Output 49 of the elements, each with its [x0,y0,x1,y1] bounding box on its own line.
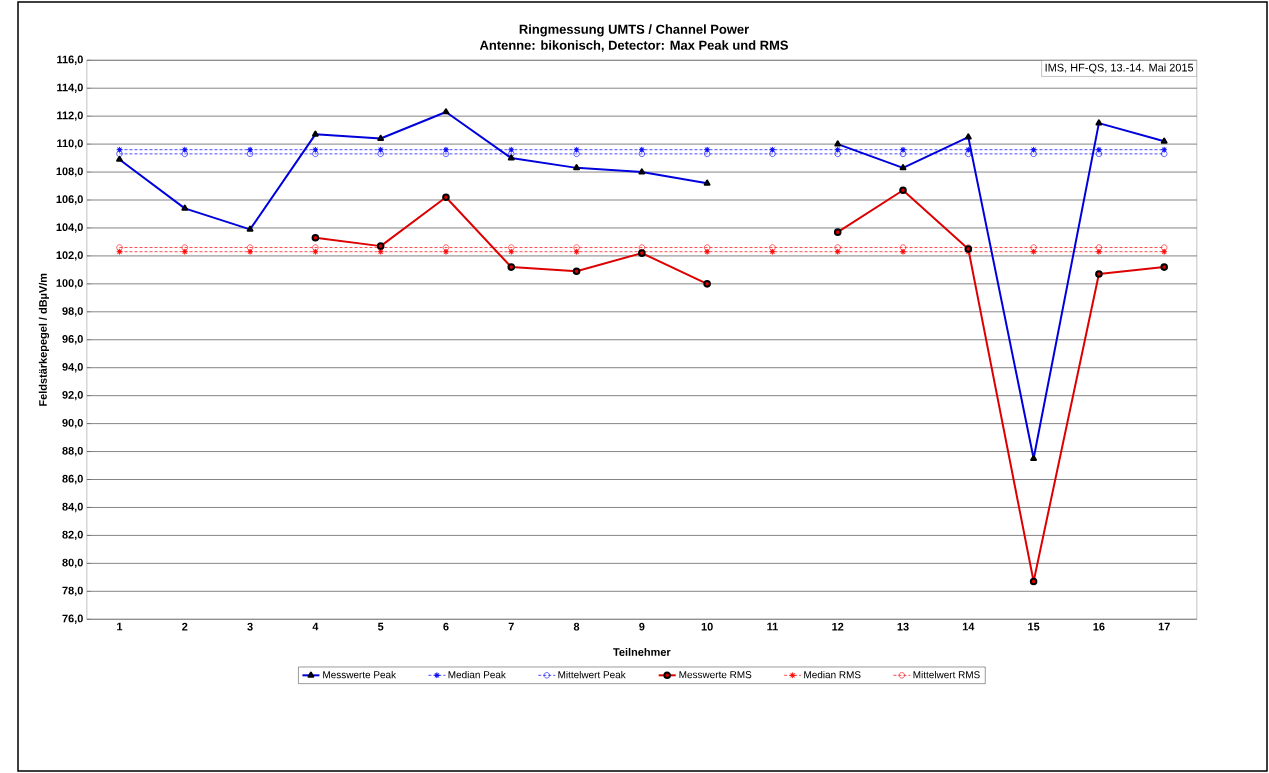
y-tick-label: 84,0 [62,502,83,513]
y-tick-label: 92,0 [62,391,83,401]
x-tick-label: 17 [1158,622,1170,631]
y-tick-label: 86,0 [62,474,83,485]
y-tick-label: 96,0 [62,335,83,345]
y-tick-label: 80,0 [62,558,83,569]
legend-label: Messwerte Peak [323,670,397,679]
y-tick-label: 88,0 [62,446,83,457]
legend-label: Median RMS [804,670,861,679]
y-tick-label: 116,0 [57,55,83,65]
x-tick-label: 16 [1093,622,1105,631]
x-tick-label: 7 [508,622,514,631]
x-tick-label: 10 [701,622,713,631]
chart-title: Ringmessung UMTS / Channel Power [519,24,749,37]
y-tick-label: 78,0 [62,586,83,596]
x-tick-label: 3 [247,622,253,631]
y-tick-label: 82,0 [62,530,83,541]
y-tick-label: 76,0 [62,614,83,624]
annotation: IMS, HF-QS, 13.-14. Mai 2015 [1045,63,1194,74]
x-tick-label: 6 [443,622,449,631]
x-tick-label: 5 [377,622,384,631]
y-tick-label: 108,0 [56,167,83,177]
x-tick-label: 8 [573,622,580,631]
x-tick-label: 2 [182,622,188,631]
x-tick-label: 9 [639,622,645,631]
x-tick-label: 15 [1028,622,1040,631]
y-tick-label: 90,0 [62,418,83,429]
y-tick-label: 94,0 [62,363,83,373]
y-tick-label: 106,0 [56,195,83,205]
y-tick-label: 112,0 [57,111,83,121]
x-tick-label: 11 [767,622,778,631]
y-tick-label: 98,0 [62,307,83,317]
y-tick-label: 110,0 [57,139,83,149]
legend-label: Mittelwert Peak [558,670,626,679]
x-tick-label: 14 [962,622,975,631]
y-tick-label: 102,0 [56,251,83,261]
x-tick-label: 12 [832,622,844,631]
x-tick-label: 4 [312,622,319,631]
legend-label: Mittelwert RMS [913,670,980,679]
y-tick-label: 114,0 [57,83,83,93]
legend-label: Median Peak [448,670,506,679]
y-tick-label: 104,0 [56,223,83,233]
legend-label: Messwerte RMS [679,671,752,679]
x-tick-label: 1 [117,622,123,631]
y-tick-label: 100,0 [56,279,83,289]
x-axis-title: Teilnehmer [613,647,671,656]
x-tick-label: 13 [897,622,909,631]
chart-subtitle: Antenne: bikonisch, Detector: Max Peak und RMS [479,40,788,52]
y-axis-title: Feldstärkepegel / dBµV/m [38,273,50,406]
